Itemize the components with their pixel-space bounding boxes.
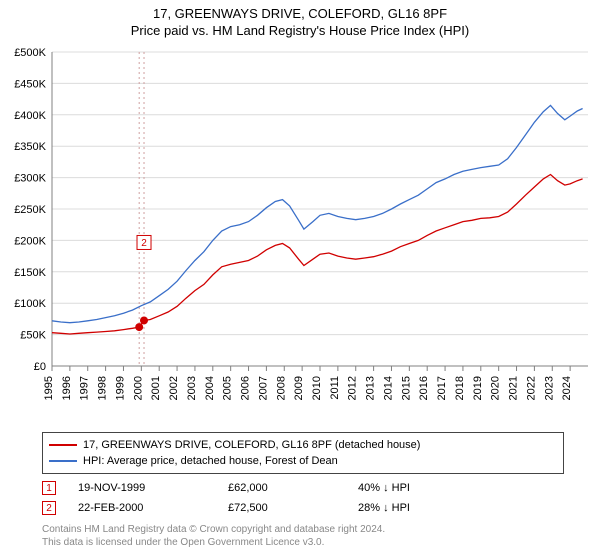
footer-line2: This data is licensed under the Open Gov… [42,537,572,550]
sale-row: 2 22-FEB-2000 £72,500 28% ↓ HPI [42,498,478,518]
svg-text:2024: 2024 [561,376,573,400]
svg-text:2003: 2003 [186,376,198,400]
sale-price: £72,500 [228,502,358,514]
legend-swatch [49,460,77,462]
svg-text:1996: 1996 [61,376,73,400]
legend-swatch [49,444,77,446]
svg-text:2011: 2011 [329,376,341,400]
svg-text:2015: 2015 [400,376,412,400]
svg-text:2012: 2012 [347,376,359,400]
chart-container: £0 £50K £100K £150K £200K £250K £300K £350K £400… [0,44,600,424]
svg-text:2016: 2016 [418,376,430,400]
legend: 17, GREENWAYS DRIVE, COLEFORD, GL16 8PF … [42,432,564,474]
footer-attribution: Contains HM Land Registry data © Crown c… [42,524,572,549]
svg-text:£350K: £350K [14,141,46,153]
svg-text:1995: 1995 [43,376,55,400]
title-line2: Price paid vs. HM Land Registry's House … [0,23,600,38]
svg-text:2010: 2010 [311,376,323,400]
svg-text:2020: 2020 [490,376,502,400]
svg-text:£200K: £200K [14,235,46,247]
svg-text:1999: 1999 [114,376,126,400]
svg-text:2023: 2023 [543,376,555,400]
sale-row: 1 19-NOV-1999 £62,000 40% ↓ HPI [42,478,478,498]
svg-text:£300K: £300K [14,173,46,185]
svg-text:2004: 2004 [204,376,216,400]
svg-text:2013: 2013 [365,376,377,400]
sale-index-box: 1 [42,481,56,495]
svg-text:2006: 2006 [240,376,252,400]
chart-title-block: 17, GREENWAYS DRIVE, COLEFORD, GL16 8PF … [0,0,600,38]
sale-price: £62,000 [228,482,358,494]
svg-text:2: 2 [141,238,147,249]
svg-text:2017: 2017 [436,376,448,400]
svg-text:£500K: £500K [14,47,46,59]
sale-index-box: 2 [42,501,56,515]
legend-label: HPI: Average price, detached house, Fore… [83,455,338,467]
svg-text:1998: 1998 [97,376,109,400]
legend-item: HPI: Average price, detached house, Fore… [49,453,557,469]
svg-text:£0: £0 [34,361,46,373]
svg-text:£50K: £50K [20,330,46,342]
svg-text:2000: 2000 [132,376,144,400]
sale-diff: 28% ↓ HPI [358,502,478,514]
svg-text:2014: 2014 [382,376,394,400]
svg-text:£250K: £250K [14,204,46,216]
svg-text:£450K: £450K [14,78,46,90]
sale-diff: 40% ↓ HPI [358,482,478,494]
legend-item: 17, GREENWAYS DRIVE, COLEFORD, GL16 8PF … [49,437,557,453]
svg-text:2019: 2019 [472,376,484,400]
svg-text:2021: 2021 [508,376,520,400]
svg-text:£150K: £150K [14,267,46,279]
svg-text:2002: 2002 [168,376,180,400]
svg-text:2005: 2005 [222,376,234,400]
svg-text:£100K: £100K [14,298,46,310]
svg-text:2001: 2001 [150,376,162,400]
line-chart: £0 £50K £100K £150K £200K £250K £300K £350K £400… [0,44,600,424]
svg-text:2018: 2018 [454,376,466,400]
sales-table: 1 19-NOV-1999 £62,000 40% ↓ HPI 2 22-FEB… [42,478,478,518]
title-line1: 17, GREENWAYS DRIVE, COLEFORD, GL16 8PF [0,6,600,21]
svg-text:1997: 1997 [79,376,91,400]
legend-label: 17, GREENWAYS DRIVE, COLEFORD, GL16 8PF … [83,439,420,451]
svg-text:£400K: £400K [14,110,46,122]
footer-line1: Contains HM Land Registry data © Crown c… [42,524,572,537]
svg-text:2022: 2022 [525,376,537,400]
sale-date: 19-NOV-1999 [78,482,228,494]
svg-text:2009: 2009 [293,376,305,400]
sale-date: 22-FEB-2000 [78,502,228,514]
svg-text:2007: 2007 [257,376,269,400]
svg-text:2008: 2008 [275,376,287,400]
